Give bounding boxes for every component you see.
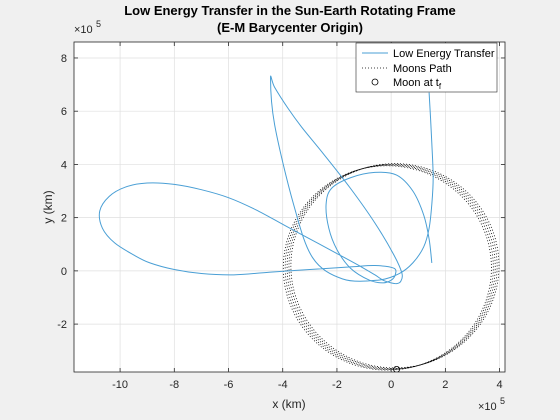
x-exponent-power: 5 <box>500 396 505 406</box>
x-axis-exponent: ×10 5 <box>478 396 505 413</box>
x-tick-label: -8 <box>169 379 179 391</box>
x-axis-label: x (km) <box>272 397 305 411</box>
x-tick-label: 2 <box>442 379 448 391</box>
legend-transfer-label: Low Energy Transfer <box>393 48 495 60</box>
y-tick-label: 6 <box>61 106 67 118</box>
y-axis-exponent: ×10 5 <box>74 19 101 36</box>
y-exponent-base: ×10 <box>74 24 93 36</box>
x-tick-label: 4 <box>497 379 503 391</box>
chart-title: Low Energy Transfer in the Sun-Earth Rot… <box>124 3 456 18</box>
moon-at-tf-marker <box>393 365 400 372</box>
y-tick-label: 4 <box>61 159 67 171</box>
y-tick-label: 0 <box>61 266 67 278</box>
x-tick-label: -4 <box>278 379 288 391</box>
moons-path-line <box>282 163 500 371</box>
legend-moon-label-sub: f <box>439 82 442 91</box>
y-tick-label: -2 <box>57 319 67 331</box>
axis-ticks: -10 -8 -6 -4 -2 0 2 4 -2 0 2 4 6 8 <box>57 42 505 391</box>
plot-area <box>73 41 506 373</box>
grid-lines <box>74 42 505 372</box>
legend-box <box>355 42 498 93</box>
low-energy-transfer-line <box>98 75 434 285</box>
legend-moon-marker-swatch <box>371 78 379 86</box>
y-axis-label: y (km) <box>41 190 55 223</box>
legend-moons-path-label: Moons Path <box>393 63 452 75</box>
y-tick-label: 2 <box>61 213 67 225</box>
legend: Low Energy Transfer Moons Path Moon at t… <box>355 42 498 93</box>
legend-moon-label-main: Moon at t <box>393 77 439 89</box>
x-tick-label: -2 <box>332 379 342 391</box>
x-tick-label: 0 <box>388 379 394 391</box>
x-tick-label: -10 <box>112 379 128 391</box>
y-exponent-power: 5 <box>96 19 101 29</box>
x-tick-label: -6 <box>224 379 234 391</box>
chart-subtitle: (E-M Barycenter Origin) <box>217 20 363 35</box>
y-tick-label: 8 <box>61 53 67 65</box>
legend-moon-label: Moon at tf <box>393 77 442 91</box>
data-layer <box>98 75 500 372</box>
x-exponent-base: ×10 <box>478 401 497 413</box>
